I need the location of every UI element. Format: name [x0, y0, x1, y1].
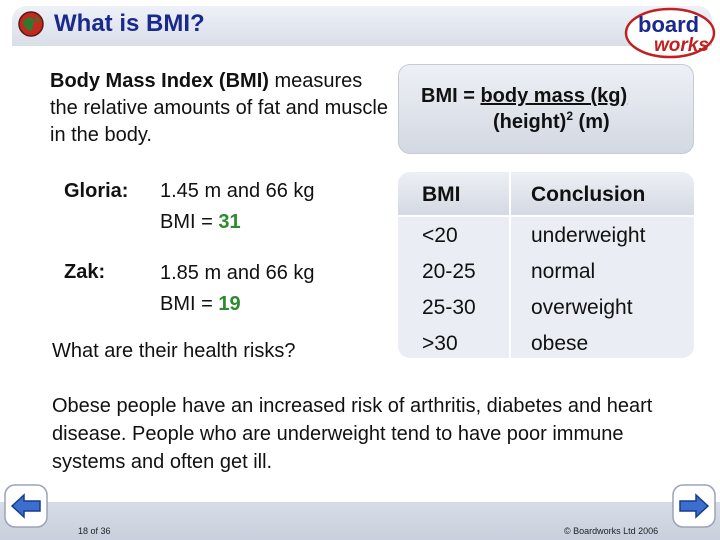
formula-lhs: BMI = — [421, 85, 481, 107]
person-label-gloria: Gloria: — [64, 180, 129, 202]
person-label-zak: Zak: — [64, 261, 106, 283]
table-header — [398, 172, 694, 216]
table-cell: <20 — [422, 224, 458, 247]
bmi-value: 31 — [218, 211, 241, 233]
question-text: What are their health risks? — [52, 340, 296, 362]
formula-denominator-pre: (height) — [493, 111, 567, 133]
formula-numerator: body mass (kg) — [480, 85, 628, 107]
table-header-conclusion: Conclusion — [531, 183, 646, 206]
bmi-table: BMI Conclusion <20 underweight 20-25 nor… — [398, 172, 694, 358]
intro-rest: measures the relative amounts of fat and… — [50, 70, 388, 146]
title-bar — [12, 6, 712, 46]
formula-box: BMI = body mass (kg) (height)2 (m) — [398, 64, 694, 154]
person-bmi: BMI = 19 — [160, 293, 241, 315]
summary-text: Obese people have an increased risk of a… — [52, 395, 653, 473]
person-details-zak: 1.85 m and 66 kg BMI = 19 — [160, 258, 315, 320]
formula-numerator-line: BMI = body mass (kg) — [421, 85, 627, 108]
svg-text:board: board — [638, 12, 699, 37]
person-stats: 1.85 m and 66 kg — [160, 262, 315, 284]
table-divider — [509, 172, 511, 358]
table-cell: overweight — [531, 296, 633, 319]
person-details-gloria: 1.45 m and 66 kg BMI = 31 — [160, 176, 315, 238]
globe-icon — [18, 11, 44, 37]
formula-denominator: (height)2 (m) — [493, 109, 610, 134]
footer-bar — [0, 502, 720, 540]
person-stats: 1.45 m and 66 kg — [160, 180, 315, 202]
table-body — [398, 216, 694, 358]
intro-text: Body Mass Index (BMI) measures the relat… — [50, 68, 390, 149]
copyright: © Boardworks Ltd 2006 — [564, 526, 659, 536]
table-cell: >30 — [422, 332, 458, 355]
table-cell: obese — [531, 332, 589, 355]
table-cell: normal — [531, 260, 596, 283]
person-bmi: BMI = 31 — [160, 211, 241, 233]
formula-denominator-post: (m) — [573, 111, 610, 133]
bmi-value: 19 — [218, 293, 241, 315]
table-header-bmi: BMI — [422, 183, 461, 206]
arrow-left-icon[interactable] — [4, 484, 48, 528]
page-number: 18 of 36 — [78, 526, 111, 536]
svg-text:works: works — [654, 35, 709, 56]
table-cell: 25-30 — [422, 296, 476, 319]
table-cell: underweight — [531, 224, 646, 247]
table-divider — [398, 215, 694, 217]
formula-exponent: 2 — [566, 109, 573, 123]
boardworks-logo: board works — [624, 7, 716, 59]
table-cell: 20-25 — [422, 260, 476, 283]
arrow-right-icon[interactable] — [672, 484, 716, 528]
page-title: What is BMI? — [54, 10, 205, 37]
intro-bold: Body Mass Index (BMI) — [50, 70, 269, 92]
